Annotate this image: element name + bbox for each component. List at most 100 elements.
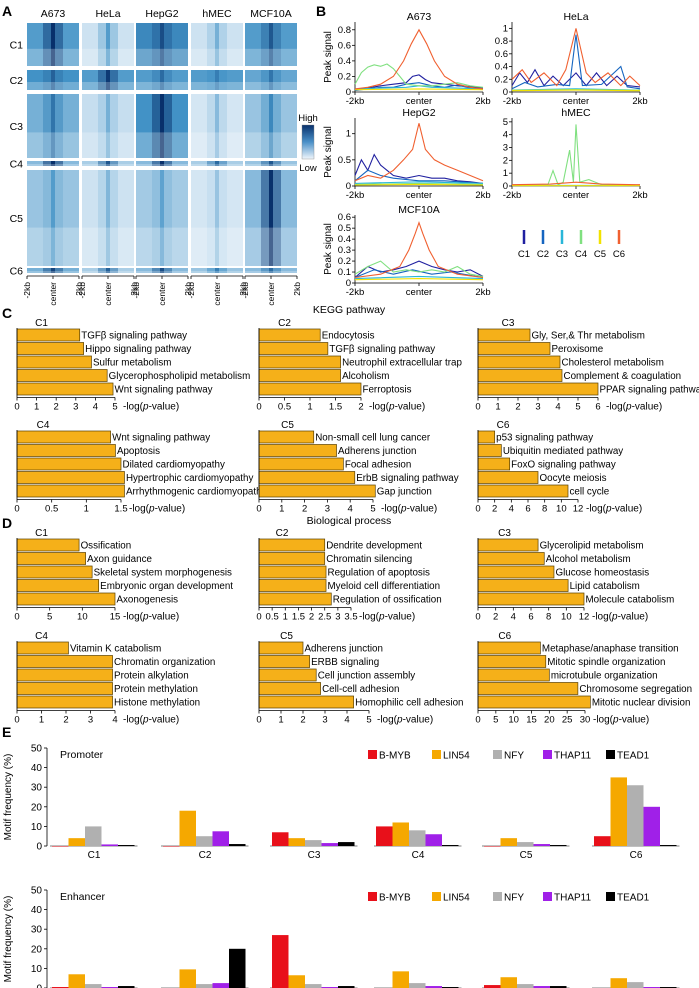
bar-adherens-junction [258,444,337,457]
profile-legend-label-c6: C6 [613,249,625,260]
motif-bar-thap11 [321,843,338,846]
motif-legend: B-MYB LIN54 NFY THAP11 TEAD1 [368,892,650,904]
profile-series-c4 [354,63,484,88]
heatmap-fade [245,164,297,166]
bar-chart-c-c5: C5 Non-small cell lung cancer Adherens jun… [256,420,458,515]
bar-x-label: -log(p-value) [377,715,433,726]
x-label-suffix: -value) [149,715,180,726]
motif-group-c1: C1 [50,826,138,861]
heatmap-center-stripe [215,70,219,90]
heatmap-center-stripe [215,268,219,273]
profile-y-tick-label: 0.4 [338,56,351,67]
heatmap-fade [136,132,188,158]
bar-x-label: -log(p-value) [586,504,642,515]
bar-label: Molecule catabolism [586,595,675,606]
profile-series-c6 [511,28,641,87]
motif-bar-tead1 [442,845,459,846]
bar-x-tick-label: 1.5 [114,504,127,515]
bar-label: Myeloid cell differentiation [328,581,441,592]
heatmap-center-stripe [51,170,55,266]
heatmap-center-stripe [215,161,219,166]
bar-x-label: -log(p-value) [606,402,662,413]
bar-axonogenesis [16,592,116,606]
motif-bar-b-myb [272,832,289,846]
bar-cell-junction-assembly [258,668,317,682]
bar-x-label: -log(p-value) [593,715,649,726]
motif-group-c3: C3 [270,832,358,861]
motif-chart-promoter: 0 10 20 30 40 50 Motif frequency (%) Promoter C1… [3,744,680,861]
bar-neutrophil-extracellular-trap [258,355,341,369]
heatmap-panel: A673 -2kb center 2kb HeLa -2kb center 2kb HepG2 -… [10,8,318,306]
motif-legend-swatch-lin54 [432,892,441,901]
profile-y-tick-label: 0.5 [338,155,351,166]
motif-bar-nfy [196,984,213,988]
profile-y-tick-label: 3 [503,143,508,154]
heatmap-fade [136,164,188,166]
bar-x-tick-label: 10 [77,612,88,623]
motif-bar-lin54 [68,838,85,846]
bar-x-tick-label: 3 [73,402,78,413]
bar-x-tick-label: 2 [515,402,520,413]
bar-label: TGFβ signaling pathway [81,331,187,342]
bar-x-tick-label: 3.5 [344,612,357,623]
x-label-prefix: -log( [586,504,607,515]
bar-x-tick-label: 3 [88,715,93,726]
bar-label: Skeletal system morphogenesis [94,568,232,579]
bar-chart-c-c2: C2 Endocytosis TGFβ signaling pathway Neutr… [256,318,462,413]
x-label-italic: p [142,715,149,726]
bar-x-label: -log(p-value) [123,715,179,726]
bar-x-tick-label: 0 [475,402,480,413]
heatmap-fade [27,82,79,90]
heatmap-column-a673: A673 [41,8,66,20]
motif-bar-thap11 [212,831,229,846]
bar-x-tick-label: 5 [370,504,375,515]
bar-label: Wnt signaling pathway [112,433,210,444]
bar-x-tick-label: 20 [544,715,555,726]
bar-label: Wnt signaling pathway [115,385,213,396]
motif-group-c3: C3 [270,935,358,988]
heatmap-tick-label: center [157,282,167,306]
motif-bar-nfy [627,785,644,846]
heatmap-fade [245,271,297,273]
profile-y-tick-label: 0 [503,87,508,98]
profile-y-tick-label: 0.6 [495,49,508,60]
profile-y-tick-label: 0 [346,278,351,289]
heatmap-cell-hepg2-c1 [136,23,188,66]
bar-label: microtubule organization [551,671,658,682]
bar-chart-title: C5 [280,631,293,642]
profile-x-tick-label: -2kb [346,190,364,201]
x-label-suffix: -value) [149,402,180,413]
x-label-italic: p [142,612,149,623]
x-label-prefix: -log( [123,402,144,413]
profile-legend-label-c2: C2 [537,249,549,260]
profile-y-tick-label: 0 [503,181,508,192]
profile-series-c3 [354,181,484,184]
bar-label: Cell-cell adhesion [322,684,399,695]
bar-dilated-cardiomyopathy [16,457,122,471]
bar-lipid-catabolism [477,579,569,592]
motif-bar-lin54 [610,777,627,846]
heatmap-legend-high: High [298,113,318,124]
x-label-suffix: -value) [619,715,650,726]
heatmap-fade [82,227,134,266]
heatmap-cluster-label-c3: C3 [10,121,24,133]
x-label-italic: p [142,402,149,413]
bar-x-tick-label: 8 [542,504,547,515]
bar-x-tick-label: 5 [366,715,371,726]
bar-mitotic-nuclear-division [477,695,591,709]
motif-legend-swatch-b-myb [368,750,377,759]
x-label-suffix: -value) [407,504,438,515]
bar-label: Peroxisome [552,344,604,355]
x-label-suffix: -value) [618,612,649,623]
bar-foxo-signaling-pathway [477,457,511,471]
heatmap-center-stripe [269,268,273,273]
bar-complement-coagulation [477,369,563,382]
bar-x-tick-label: 2 [309,612,314,623]
bar-x-tick-label: 5 [47,612,52,623]
heatmap-tick-label: center [48,282,58,306]
profile-series-c4 [511,88,641,91]
profile-y-tick-label: 0 [346,87,351,98]
heatmap-tick-label: -2kb [77,282,87,299]
profile-series-c3 [354,275,484,280]
bar-x-tick-label: 4 [112,715,117,726]
